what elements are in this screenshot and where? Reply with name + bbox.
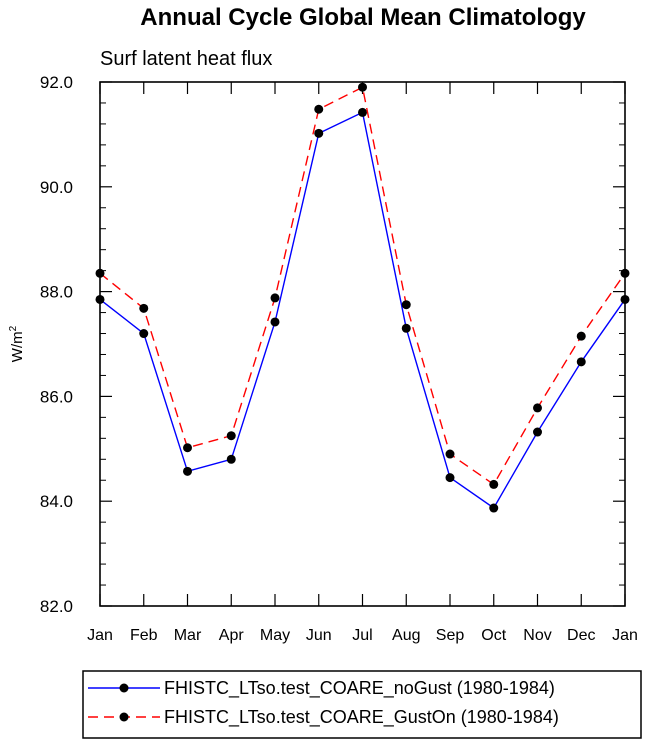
series-1-point bbox=[139, 329, 149, 339]
y-tick-label: 90.0 bbox=[40, 178, 73, 197]
legend-marker-1 bbox=[119, 683, 129, 693]
series-1-point bbox=[270, 317, 280, 327]
y-tick-label: 86.0 bbox=[40, 387, 73, 406]
y-tick-label: 84.0 bbox=[40, 492, 73, 511]
x-tick-label: Aug bbox=[392, 627, 420, 644]
x-tick-label: Jan bbox=[612, 627, 638, 644]
plot-frame bbox=[99, 81, 626, 607]
y-tick-label: 82.0 bbox=[40, 597, 73, 616]
y-axis-label-superscript: 2 bbox=[8, 325, 19, 331]
axis-ticks bbox=[99, 81, 626, 607]
series-2-point bbox=[183, 443, 192, 453]
y-tick-label: 88.0 bbox=[40, 283, 73, 302]
y-axis-label-unit: W/m bbox=[9, 331, 26, 362]
chart-subtitle: Surf latent heat flux bbox=[100, 48, 272, 70]
series-1-point bbox=[401, 323, 411, 333]
x-tick-label: Nov bbox=[523, 627, 551, 644]
series-2-point bbox=[489, 479, 499, 489]
series-line-1 bbox=[99, 111, 626, 510]
series-2-point bbox=[401, 300, 411, 310]
x-tick-label: Apr bbox=[219, 627, 245, 644]
x-tick-label: Dec bbox=[567, 627, 595, 644]
series-2-point bbox=[533, 403, 542, 413]
series-1-point bbox=[445, 473, 455, 483]
y-axis-label: W/m2 bbox=[8, 325, 26, 362]
x-tick-label: Jul bbox=[352, 627, 372, 644]
chart-title: Annual Cycle Global Mean Climatology bbox=[140, 4, 586, 31]
series-2-point bbox=[226, 431, 236, 441]
series-2-point bbox=[445, 449, 455, 459]
y-axis-tick-labels: 82.0 84.0 86.0 88.0 90.0 92.0 bbox=[40, 73, 73, 616]
series-1-point bbox=[576, 357, 586, 367]
series-2-point bbox=[576, 331, 586, 341]
series-1-point bbox=[533, 427, 542, 437]
series-1-point bbox=[226, 454, 236, 464]
legend: FHISTC_LTso.test_COARE_noGust (1980-1984… bbox=[82, 670, 642, 739]
series-2-point bbox=[270, 293, 280, 303]
x-tick-label: Feb bbox=[130, 627, 158, 644]
series-1-point bbox=[183, 466, 192, 476]
x-tick-label: Jun bbox=[306, 627, 332, 644]
series-2-point bbox=[358, 82, 367, 92]
x-axis-tick-labels: Jan Feb Mar Apr May Jun Jul Aug Sep Oct Nov Dec Jan bbox=[87, 627, 638, 644]
legend-items: FHISTC_LTso.test_COARE_noGust (1980-1984… bbox=[88, 678, 559, 728]
legend-label-1: FHISTC_LTso.test_COARE_noGust (1980-1984… bbox=[164, 678, 555, 699]
x-tick-label: Jan bbox=[87, 627, 113, 644]
x-tick-label: Mar bbox=[174, 627, 202, 644]
series-layer bbox=[95, 82, 630, 513]
series-2-point bbox=[314, 104, 324, 114]
x-tick-label: Sep bbox=[436, 627, 465, 644]
legend-box bbox=[82, 670, 642, 739]
legend-marker-2 bbox=[119, 712, 129, 722]
series-1-point bbox=[358, 107, 367, 117]
series-1-point bbox=[489, 503, 499, 513]
x-tick-label: Oct bbox=[481, 627, 506, 644]
x-tick-label: May bbox=[260, 627, 290, 644]
series-line-2 bbox=[99, 86, 626, 486]
y-tick-label: 92.0 bbox=[40, 73, 73, 92]
series-1-point bbox=[314, 128, 324, 138]
legend-label-2: FHISTC_LTso.test_COARE_GustOn (1980-1984… bbox=[164, 707, 559, 728]
series-2-point bbox=[139, 303, 149, 313]
